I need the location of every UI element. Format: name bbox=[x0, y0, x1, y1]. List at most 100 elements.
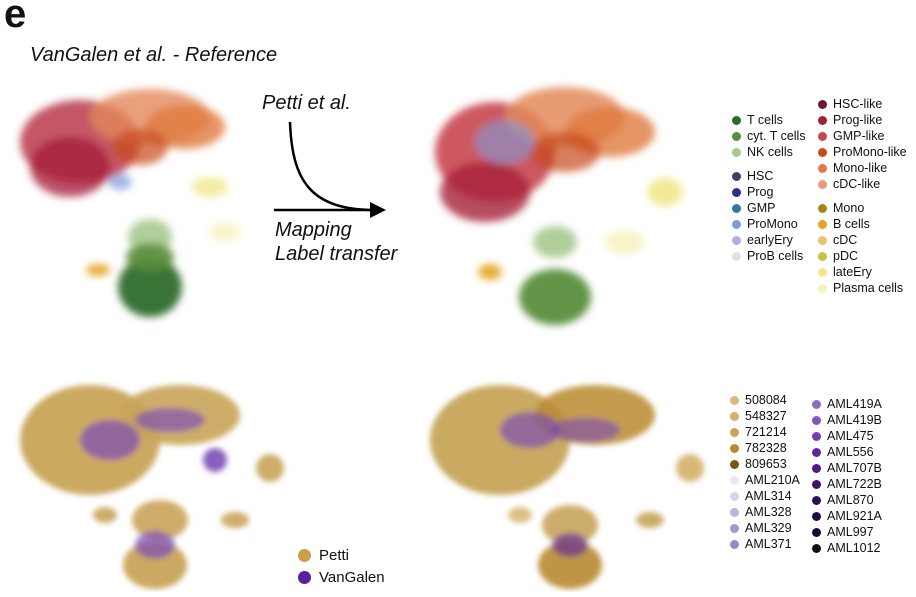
legend-swatch bbox=[812, 543, 821, 553]
legend-label: Prog bbox=[747, 185, 774, 199]
celltype-legend-item: ProMono bbox=[732, 216, 806, 232]
sample-legend-col1: 508084 548327 721214 782328 809653 AML210A AML… bbox=[730, 392, 800, 552]
sample-legend-col2: AML419A AML419B AML475 AML556 AML707B AML722B… bbox=[812, 396, 882, 556]
legend-swatch bbox=[732, 219, 741, 229]
legend-swatch bbox=[818, 219, 827, 229]
reference-subtitle: VanGalen et al. - Reference bbox=[30, 44, 278, 66]
legend-swatch bbox=[730, 459, 739, 469]
sample-legend-item: AML1012 bbox=[812, 540, 882, 556]
sample-legend-item: AML371 bbox=[730, 536, 800, 552]
legend-label: AML707B bbox=[827, 461, 882, 475]
umap-sample-overlay bbox=[430, 385, 704, 589]
legend-swatch bbox=[732, 203, 741, 213]
legend-swatch bbox=[730, 443, 739, 453]
query-dataset-label: Petti et al. bbox=[262, 92, 351, 114]
sample-legend-item: AML210A bbox=[730, 472, 800, 488]
celltype-legend-item: earlyEry bbox=[732, 232, 806, 248]
legend-swatch bbox=[818, 147, 827, 157]
sample-legend-item: AML329 bbox=[730, 520, 800, 536]
legend-swatch bbox=[730, 411, 739, 421]
sample-legend-item: AML328 bbox=[730, 504, 800, 520]
legend-label: AML329 bbox=[745, 521, 792, 535]
legend-swatch bbox=[812, 415, 821, 425]
legend-label: GMP bbox=[747, 201, 776, 215]
legend-label: 809653 bbox=[745, 457, 787, 471]
celltype-legend-item: lateEry bbox=[818, 264, 907, 280]
mapping-line-2: Label transfer bbox=[275, 243, 398, 265]
celltype-legend-item: cDC-like bbox=[818, 176, 907, 192]
legend-label: AML419B bbox=[827, 413, 882, 427]
legend-swatch bbox=[812, 399, 821, 409]
legend-swatch bbox=[818, 179, 827, 189]
legend-label: T cells bbox=[747, 113, 783, 127]
sample-legend-item: AML475 bbox=[812, 428, 882, 444]
legend-swatch bbox=[730, 491, 739, 501]
celltype-legend-item: T cells bbox=[732, 112, 806, 128]
celltype-legend-item: ProMono-like bbox=[818, 144, 907, 160]
legend-label: AML997 bbox=[827, 525, 874, 539]
celltype-legend-item: Mono bbox=[818, 200, 907, 216]
legend-swatch bbox=[812, 447, 821, 457]
legend-label: ProMono bbox=[747, 217, 798, 231]
sample-legend-item: AML556 bbox=[812, 444, 882, 460]
sample-legend-item: 508084 bbox=[730, 392, 800, 408]
legend-swatch bbox=[732, 131, 741, 141]
sample-legend-item: AML921A bbox=[812, 508, 882, 524]
legend-label: lateEry bbox=[833, 265, 872, 279]
legend-label: Mono bbox=[833, 201, 865, 215]
legend-label: cyt. T cells bbox=[747, 129, 806, 143]
mapping-arrow bbox=[274, 121, 386, 218]
legend-label: NK cells bbox=[747, 145, 793, 159]
legend-label: 508084 bbox=[745, 393, 787, 407]
dataset-legend-item: Petti bbox=[298, 544, 385, 566]
legend-label: HSC bbox=[747, 169, 774, 183]
legend-label: AML870 bbox=[827, 493, 874, 507]
legend-swatch bbox=[818, 235, 827, 245]
legend-swatch bbox=[730, 539, 739, 549]
celltype-legend-item: Prog-like bbox=[818, 112, 907, 128]
sample-legend-item: 548327 bbox=[730, 408, 800, 424]
sample-legend-item: AML314 bbox=[730, 488, 800, 504]
legend-label: Petti bbox=[319, 546, 350, 564]
legend-label: AML314 bbox=[745, 489, 792, 503]
legend-swatch bbox=[818, 99, 827, 109]
celltype-legend-item: Mono-like bbox=[818, 160, 907, 176]
sample-legend-item: AML419A bbox=[812, 396, 882, 412]
celltype-legend-item: cyt. T cells bbox=[732, 128, 806, 144]
legend-label: AML210A bbox=[745, 473, 800, 487]
umap-dataset-overlay bbox=[20, 385, 284, 589]
legend-label: VanGalen bbox=[319, 568, 385, 586]
celltype-legend-item: B cells bbox=[818, 216, 907, 232]
legend-swatch bbox=[812, 479, 821, 489]
legend-swatch bbox=[812, 495, 821, 505]
legend-swatch bbox=[732, 187, 741, 197]
legend-label: cDC bbox=[833, 233, 858, 247]
legend-label: 548327 bbox=[745, 409, 787, 423]
sample-legend-item: AML997 bbox=[812, 524, 882, 540]
legend-label: pDC bbox=[833, 249, 859, 263]
legend-swatch bbox=[298, 548, 311, 562]
legend-swatch bbox=[818, 203, 827, 213]
legend-label: AML722B bbox=[827, 477, 882, 491]
legend-swatch bbox=[812, 431, 821, 441]
celltype-legend-item: GMP bbox=[732, 200, 806, 216]
legend-swatch bbox=[730, 507, 739, 517]
legend-swatch bbox=[732, 235, 741, 245]
sample-legend-item: AML707B bbox=[812, 460, 882, 476]
legend-swatch bbox=[732, 251, 741, 261]
legend-swatch bbox=[730, 523, 739, 533]
celltype-legend-item: Plasma cells bbox=[818, 280, 907, 296]
legend-label: AML371 bbox=[745, 537, 792, 551]
legend-label: ProB cells bbox=[747, 249, 804, 263]
legend-swatch bbox=[730, 475, 739, 485]
legend-label: Plasma cells bbox=[833, 281, 904, 295]
legend-label: Prog-like bbox=[833, 113, 883, 127]
legend-label: AML921A bbox=[827, 509, 882, 523]
legend-swatch bbox=[812, 463, 821, 473]
panel-letter: e bbox=[4, 0, 27, 36]
dataset-legend-item: VanGalen bbox=[298, 566, 385, 588]
celltype-legend-col2: HSC-like Prog-like GMP-like ProMono-like Mon… bbox=[818, 96, 907, 296]
legend-label: AML1012 bbox=[827, 541, 881, 555]
legend-label: 721214 bbox=[745, 425, 787, 439]
celltype-legend-item: ProB cells bbox=[732, 248, 806, 264]
